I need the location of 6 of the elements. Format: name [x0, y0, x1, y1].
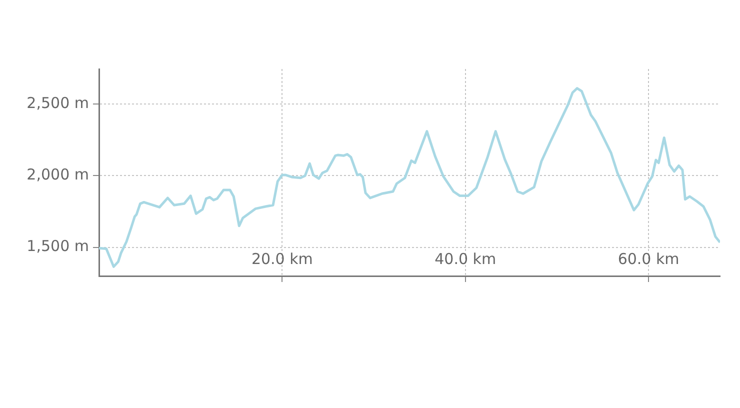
x-tick-label: 40.0 km: [434, 250, 496, 268]
y-tick-label: 1,500 m: [26, 237, 89, 256]
x-tick-label: 20.0 km: [251, 250, 313, 268]
y-tick-label: 2,500 m: [26, 94, 89, 112]
x-tick-label: 60.0 km: [618, 250, 680, 268]
y-tick-label: 2,000 m: [26, 166, 89, 184]
